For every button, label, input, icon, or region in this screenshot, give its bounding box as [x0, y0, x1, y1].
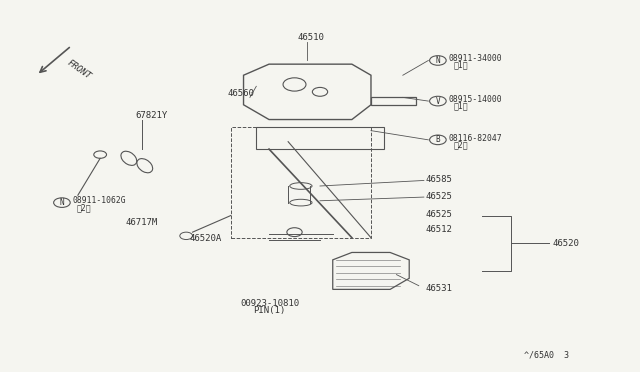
Text: 46520: 46520 [552, 239, 579, 248]
Text: 46560: 46560 [228, 89, 255, 97]
Text: （1）: （1） [454, 61, 468, 70]
Text: 46531: 46531 [425, 284, 452, 293]
Text: PIN(1): PIN(1) [253, 307, 285, 315]
Text: FRONT: FRONT [65, 58, 92, 81]
Text: B: B [436, 135, 440, 144]
Text: 08915-14000: 08915-14000 [449, 95, 502, 104]
Text: 46512: 46512 [425, 225, 452, 234]
Text: （2）: （2） [77, 203, 92, 212]
Text: 46525: 46525 [425, 192, 452, 201]
Text: N: N [436, 56, 440, 65]
Text: 46520A: 46520A [189, 234, 221, 243]
Text: ^/65A0  3: ^/65A0 3 [524, 351, 569, 360]
Text: 46525: 46525 [425, 211, 452, 219]
Text: 08911-1062G: 08911-1062G [73, 196, 126, 205]
Text: 46717M: 46717M [125, 218, 158, 227]
Text: 46510: 46510 [298, 33, 324, 42]
Text: 67821Y: 67821Y [135, 111, 168, 120]
Text: （2）: （2） [454, 140, 468, 149]
Text: V: V [436, 97, 440, 106]
Text: N: N [60, 198, 64, 207]
Text: （1）: （1） [454, 102, 468, 110]
Text: 08116-82047: 08116-82047 [449, 134, 502, 142]
Text: 00923-10810: 00923-10810 [241, 299, 300, 308]
Text: 08911-34000: 08911-34000 [449, 54, 502, 63]
Text: 46585: 46585 [425, 175, 452, 184]
